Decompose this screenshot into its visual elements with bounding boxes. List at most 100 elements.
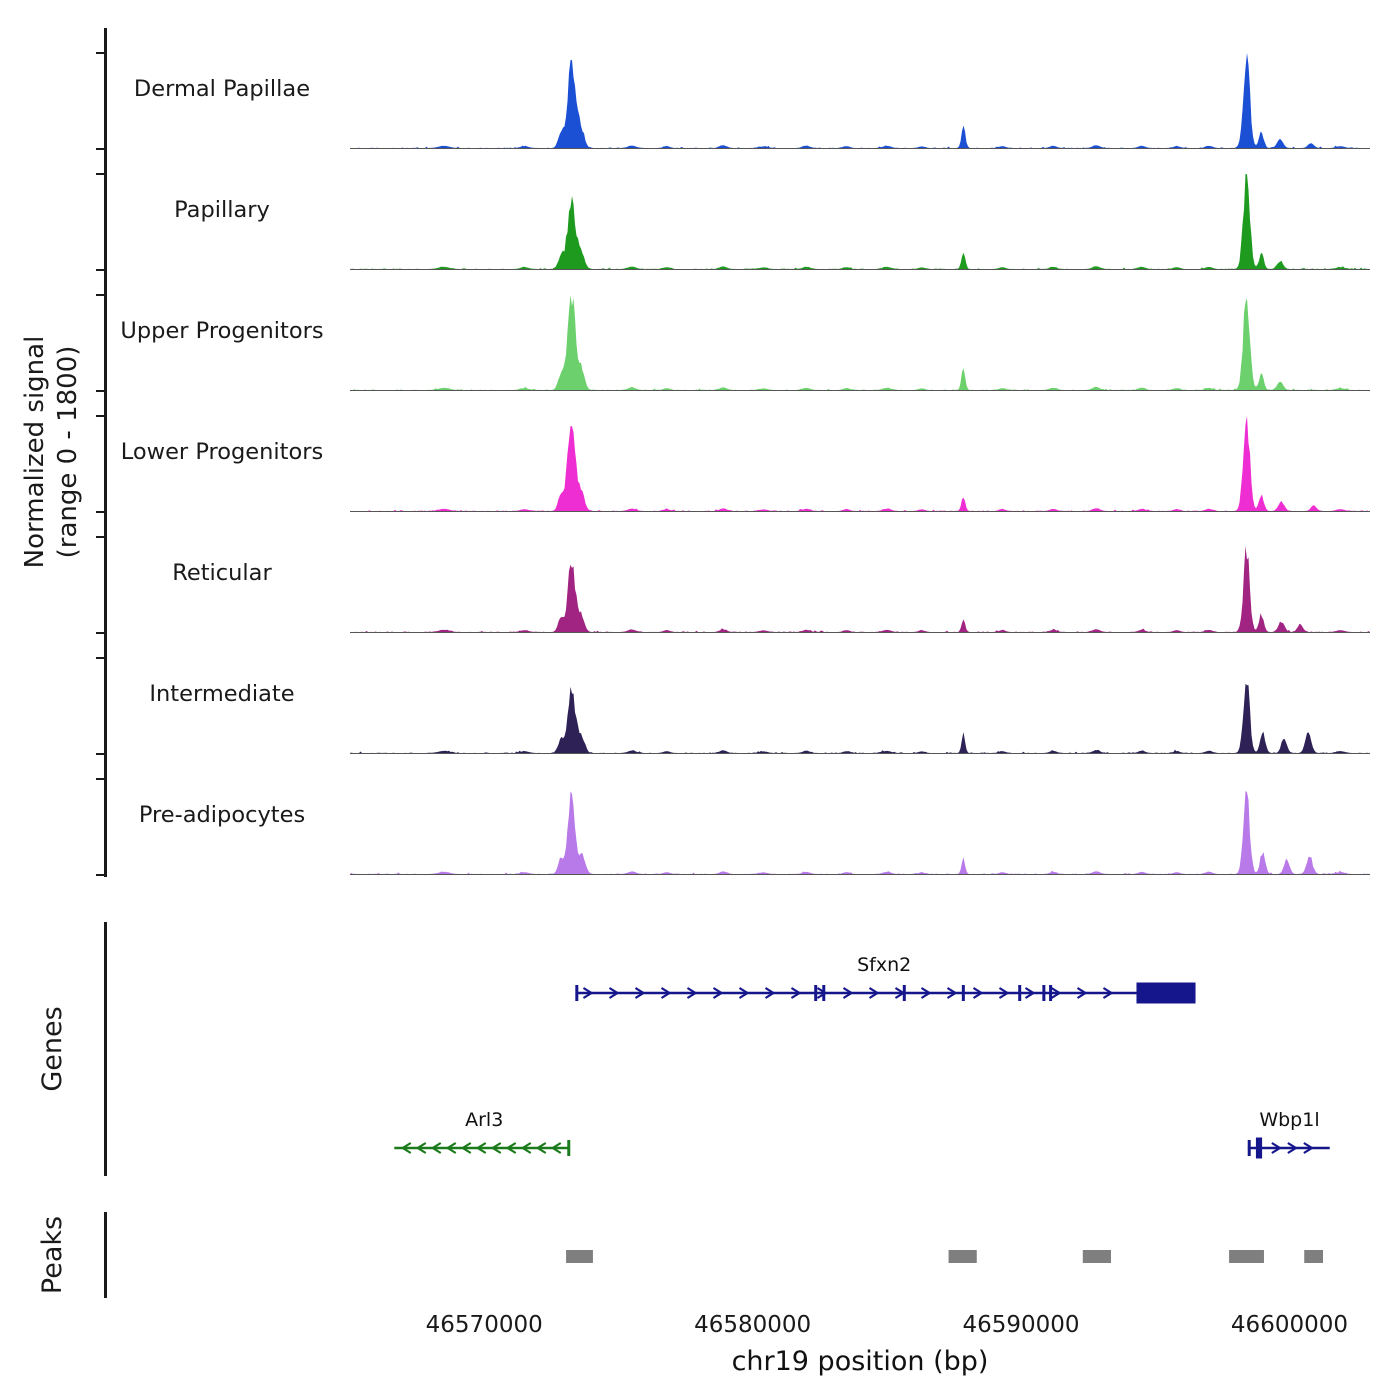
gene-sfxn2: Sfxn2 bbox=[575, 954, 1196, 1004]
strand-arrow-right-icon bbox=[634, 987, 646, 999]
x-axis-tick-label: 46570000 bbox=[425, 1312, 543, 1338]
signal-axis-spine bbox=[104, 28, 107, 877]
track-label: Pre-adipocytes bbox=[138, 801, 306, 828]
y-axis-tick bbox=[96, 390, 105, 392]
strand-arrow-left-icon bbox=[400, 1142, 412, 1154]
signal-polygon bbox=[350, 546, 1370, 632]
signal-track-row: Papillary bbox=[0, 149, 1400, 270]
track-label: Dermal Papillae bbox=[133, 75, 311, 102]
peak-call-box bbox=[1082, 1250, 1111, 1263]
peaks-axis-spine bbox=[104, 1212, 107, 1298]
y-axis-tick bbox=[96, 269, 105, 271]
peak-call-box bbox=[1304, 1250, 1324, 1263]
strand-arrow-right-icon bbox=[998, 987, 1010, 999]
y-axis-tick bbox=[96, 148, 105, 150]
gene-thick-exon bbox=[1136, 982, 1196, 1004]
strand-arrow-right-icon bbox=[1303, 1142, 1314, 1154]
x-axis-tick-label: 46580000 bbox=[694, 1312, 812, 1338]
signal-track-row: Pre-adipocytes bbox=[0, 754, 1400, 875]
signal-area bbox=[350, 53, 1370, 149]
peaks-panel bbox=[566, 1250, 1324, 1263]
x-axis-title: chr19 position (bp) bbox=[731, 1346, 989, 1377]
strand-arrow-left-icon bbox=[490, 1142, 502, 1154]
genes-panel-label: Genes bbox=[37, 1006, 68, 1092]
signal-area bbox=[350, 790, 1370, 875]
y-axis-tick bbox=[96, 778, 105, 780]
strand-arrow-right-icon bbox=[1102, 987, 1114, 999]
strand-arrow-right-icon bbox=[972, 987, 984, 999]
genes-panel: Sfxn2 Arl3 Wbp1l bbox=[394, 954, 1330, 1159]
track-label: Reticular bbox=[172, 559, 272, 586]
strand-arrow-left-icon bbox=[430, 1142, 442, 1154]
strand-arrow-left-icon bbox=[520, 1142, 532, 1154]
peak-call-box bbox=[1229, 1250, 1264, 1263]
genes-axis-spine bbox=[104, 922, 107, 1176]
signal-track-row: Lower Progenitors bbox=[0, 391, 1400, 512]
gene-name-label: Wbp1l bbox=[1259, 1109, 1319, 1131]
signal-polygon bbox=[350, 790, 1370, 874]
signal-track-row: Dermal Papillae bbox=[0, 28, 1400, 149]
strand-arrow-right-icon bbox=[868, 987, 880, 999]
strand-arrow-right-icon bbox=[582, 987, 594, 999]
strand-arrow-left-icon bbox=[415, 1142, 427, 1154]
y-axis-tick bbox=[96, 173, 105, 175]
track-label: Lower Progenitors bbox=[120, 438, 324, 465]
strand-arrow-right-icon bbox=[790, 987, 802, 999]
signal-area bbox=[350, 295, 1370, 391]
signal-polygon bbox=[350, 53, 1370, 148]
strand-arrow-right-icon bbox=[1076, 987, 1088, 999]
signal-track-row: Reticular bbox=[0, 512, 1400, 633]
y-axis-tick bbox=[96, 657, 105, 659]
y-axis-tick bbox=[96, 511, 105, 513]
strand-arrow-right-icon bbox=[686, 987, 698, 999]
strand-arrow-right-icon bbox=[1287, 1142, 1298, 1154]
track-label: Upper Progenitors bbox=[120, 317, 324, 344]
strand-arrow-right-icon bbox=[660, 987, 672, 999]
strand-arrow-left-icon bbox=[550, 1142, 562, 1154]
signal-polygon bbox=[350, 416, 1370, 511]
x-axis-tick-label: 46600000 bbox=[1230, 1312, 1348, 1338]
gene-arl3: Arl3 bbox=[394, 1109, 571, 1156]
strand-arrow-left-icon bbox=[535, 1142, 547, 1154]
strand-arrow-right-icon bbox=[816, 987, 828, 999]
strand-arrow-right-icon bbox=[1050, 987, 1062, 999]
strand-arrow-right-icon bbox=[946, 987, 958, 999]
strand-arrow-left-icon bbox=[445, 1142, 457, 1154]
y-axis-tick bbox=[96, 294, 105, 296]
peak-call-box bbox=[948, 1250, 977, 1263]
strand-arrow-right-icon bbox=[764, 987, 776, 999]
strand-arrow-right-icon bbox=[1271, 1142, 1282, 1154]
strand-arrow-right-icon bbox=[1024, 987, 1036, 999]
x-axis-tick-labels: 46570000 46580000 46590000 46600000 bbox=[0, 1312, 1400, 1342]
signal-track-row: Intermediate bbox=[0, 633, 1400, 754]
strand-arrow-right-icon bbox=[738, 987, 750, 999]
gene-name-label: Arl3 bbox=[465, 1109, 503, 1131]
signal-track-row: Upper Progenitors bbox=[0, 270, 1400, 391]
gene-name-label: Sfxn2 bbox=[857, 954, 911, 976]
track-label: Intermediate bbox=[149, 680, 295, 707]
y-axis-tick bbox=[96, 415, 105, 417]
strand-arrow-right-icon bbox=[842, 987, 854, 999]
peaks-panel-label: Peaks bbox=[37, 1215, 68, 1295]
signal-polygon bbox=[350, 295, 1370, 390]
signal-polygon bbox=[350, 683, 1370, 753]
y-axis-tick bbox=[96, 753, 105, 755]
gene-wbp1l: Wbp1l bbox=[1247, 1109, 1330, 1159]
y-axis-tick bbox=[96, 536, 105, 538]
strand-arrow-right-icon bbox=[920, 987, 932, 999]
signal-area bbox=[350, 416, 1370, 512]
y-axis-tick bbox=[96, 632, 105, 634]
signal-area bbox=[350, 546, 1370, 633]
peak-call-box bbox=[566, 1250, 593, 1263]
signal-area bbox=[350, 683, 1370, 754]
strand-arrow-left-icon bbox=[475, 1142, 487, 1154]
strand-arrow-right-icon bbox=[712, 987, 724, 999]
x-axis-tick-label: 46590000 bbox=[962, 1312, 1080, 1338]
gene-thick-exon bbox=[1255, 1137, 1263, 1159]
signal-tracks-panel: Dermal Papillae Papillary Upper Progenitor… bbox=[0, 28, 1400, 875]
y-axis-tick bbox=[96, 52, 105, 54]
strand-arrow-left-icon bbox=[505, 1142, 517, 1154]
signal-area bbox=[350, 174, 1370, 270]
strand-arrow-left-icon bbox=[460, 1142, 472, 1154]
